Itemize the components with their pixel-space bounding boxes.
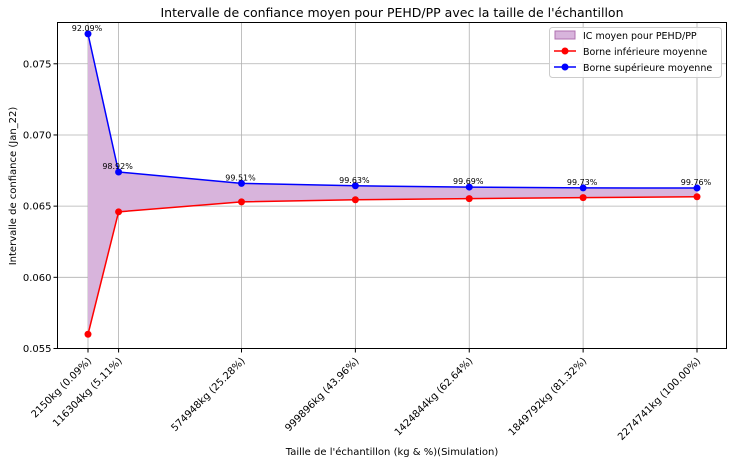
x-tick-label-3: 999896kg (43.96%) (283, 356, 361, 434)
series-1-point-0 (84, 30, 92, 38)
annotation-2: 99.51% (225, 173, 256, 182)
legend: IC moyen pour PEHD/PP Borne inférieure m… (549, 27, 722, 78)
y-axis-label: Intervalle de confiance (Jan_22) (8, 107, 19, 266)
x-tick-label-6: 2274741kg (100.00%) (616, 356, 703, 443)
series-0-point-4 (465, 195, 473, 203)
annotation-1: 98.92% (102, 162, 133, 171)
legend-band-swatch (554, 30, 576, 40)
series-0-point-0 (84, 330, 92, 338)
y-axis-ticks: 0.055 0.060 0.065 0.070 0.075 (23, 59, 58, 355)
y-tick-label-0: 0.055 (23, 344, 52, 355)
x-tick-label-5: 1849792kg (81.32%) (507, 356, 590, 439)
series-1-point-5 (579, 184, 587, 192)
series-points (84, 30, 701, 338)
annotation-3: 99.63% (339, 176, 370, 185)
y-tick-label-4: 0.075 (23, 59, 52, 70)
series-0-point-5 (579, 194, 587, 202)
y-tick-label-1: 0.060 (23, 273, 52, 284)
chart-title: Intervalle de confiance moyen pour PEHD/… (161, 5, 624, 20)
series-1-point-2 (237, 179, 245, 187)
plot-frame (57, 22, 727, 349)
legend-upper-marker (561, 63, 569, 71)
annotation-0: 92.09% (72, 24, 103, 33)
series-0-point-3 (351, 196, 359, 204)
confidence-band (88, 33, 697, 335)
annotation-6: 99.76% (681, 178, 712, 187)
series-1-point-6 (693, 184, 701, 192)
x-tick-label-4: 1424844kg (62.64%) (393, 356, 476, 439)
x-axis-ticks: 2150kg (0.09%)116304kg (5.11%) 574948kg (… (30, 348, 703, 443)
series-0-point-2 (237, 198, 245, 206)
series-1-point-4 (465, 183, 473, 191)
y-tick-label-2: 0.065 (23, 202, 52, 213)
x-tick-label-2: 574948kg (25.28%) (170, 356, 248, 434)
annotation-5: 99.73% (567, 178, 598, 187)
series-1-point-3 (351, 182, 359, 190)
series-0-point-6 (693, 193, 701, 201)
legend-band-label: IC moyen pour PEHD/PP (583, 31, 697, 42)
confidence-band-area (88, 33, 697, 335)
series-0-point-1 (115, 208, 123, 216)
legend-lower-marker (561, 47, 569, 55)
legend-upper-label: Borne supérieure moyenne (583, 63, 712, 74)
annotations: 92.09% 98.92% 99.51% 99.63% 99.69% 99.73% 99.7… (72, 24, 712, 187)
x-axis-label: Taille de l'échantillon (kg & %)(Simulat… (285, 446, 499, 458)
legend-box (549, 27, 722, 78)
y-tick-label-3: 0.070 (23, 130, 52, 141)
series-1-point-1 (115, 168, 123, 176)
legend-lower-label: Borne inférieure moyenne (583, 47, 707, 58)
annotation-4: 99.69% (453, 177, 484, 186)
series-line-0 (87, 195, 698, 335)
